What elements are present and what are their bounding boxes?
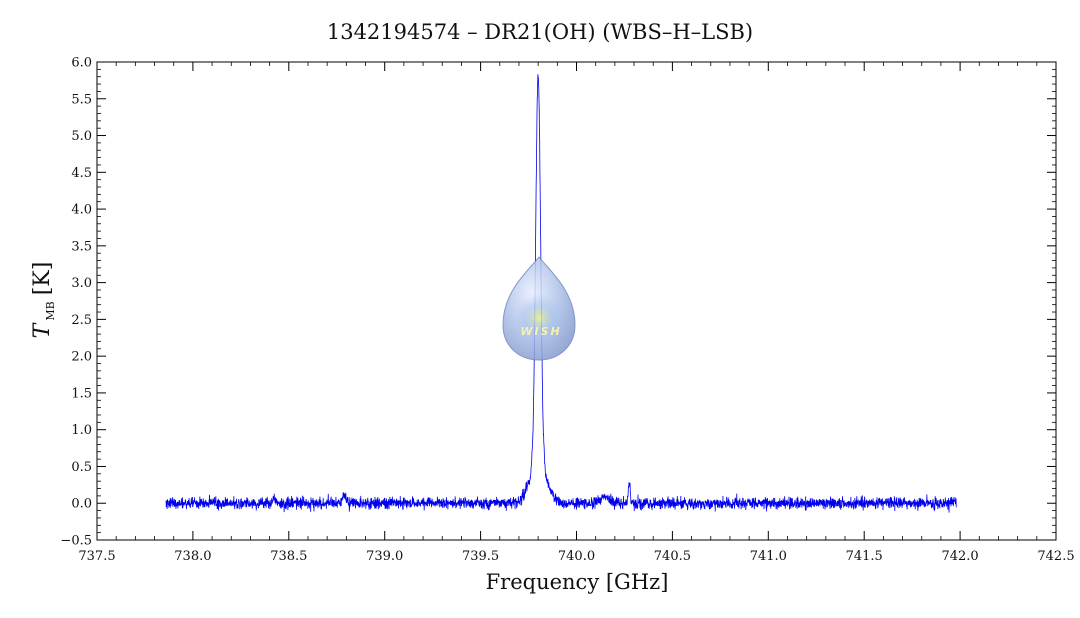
x-tick-label: 739.5 xyxy=(462,549,499,564)
y-tick-label: −0.5 xyxy=(60,534,92,549)
y-tick-label: 6.0 xyxy=(71,56,92,71)
axes: 737.5 738.0 738.5 739.0 739.5 740.0 740.5 741.0… xyxy=(60,56,1074,565)
x-tick-label: 740.0 xyxy=(558,549,595,564)
spectrum-line xyxy=(165,74,957,513)
y-axis-label-subscript: MB xyxy=(44,301,57,320)
y-tick-label: 4.5 xyxy=(71,166,92,181)
x-tick-label: 738.0 xyxy=(174,549,211,564)
y-tick-label: 0.5 xyxy=(71,460,92,475)
plot-area xyxy=(165,74,957,513)
y-tick-label: 3.5 xyxy=(71,239,92,254)
x-tick-label: 742.5 xyxy=(1037,549,1074,564)
y-axis-label-unit: [K] xyxy=(30,262,55,296)
plot-frame xyxy=(96,61,1057,541)
y-tick-label: 5.0 xyxy=(71,129,92,144)
x-tick-label: 739.0 xyxy=(366,549,403,564)
y-tick-label: 0.0 xyxy=(71,497,92,512)
x-tick-label: 740.5 xyxy=(654,549,691,564)
x-tick-label: 738.5 xyxy=(270,549,307,564)
y-tick-label: 3.0 xyxy=(71,276,92,291)
y-tick-label: 1.0 xyxy=(71,423,92,438)
x-tick-label: 737.5 xyxy=(78,549,115,564)
x-tick-label: 742.0 xyxy=(941,549,978,564)
y-axis-label-symbol: T xyxy=(30,321,55,338)
svg-text:TMB[K]: TMB [K] xyxy=(30,262,57,339)
y-tick-label: 1.5 xyxy=(71,386,92,401)
y-tick-label: 4.0 xyxy=(71,203,92,218)
y-tick-label: 2.5 xyxy=(71,313,92,328)
x-tick-label: 741.5 xyxy=(846,549,883,564)
y-axis-label: TMB [K] xyxy=(30,262,57,339)
wish-logo: WISH xyxy=(502,256,576,361)
x-tick-label: 741.0 xyxy=(750,549,787,564)
y-tick-label: 5.5 xyxy=(71,92,92,107)
y-tick-label: 2.0 xyxy=(71,350,92,365)
wish-logo-text: WISH xyxy=(520,325,561,338)
chart-title: 1342194574 – DR21(OH) (WBS–H–LSB) xyxy=(327,20,753,44)
x-axis-label: Frequency [GHz] xyxy=(486,570,669,594)
